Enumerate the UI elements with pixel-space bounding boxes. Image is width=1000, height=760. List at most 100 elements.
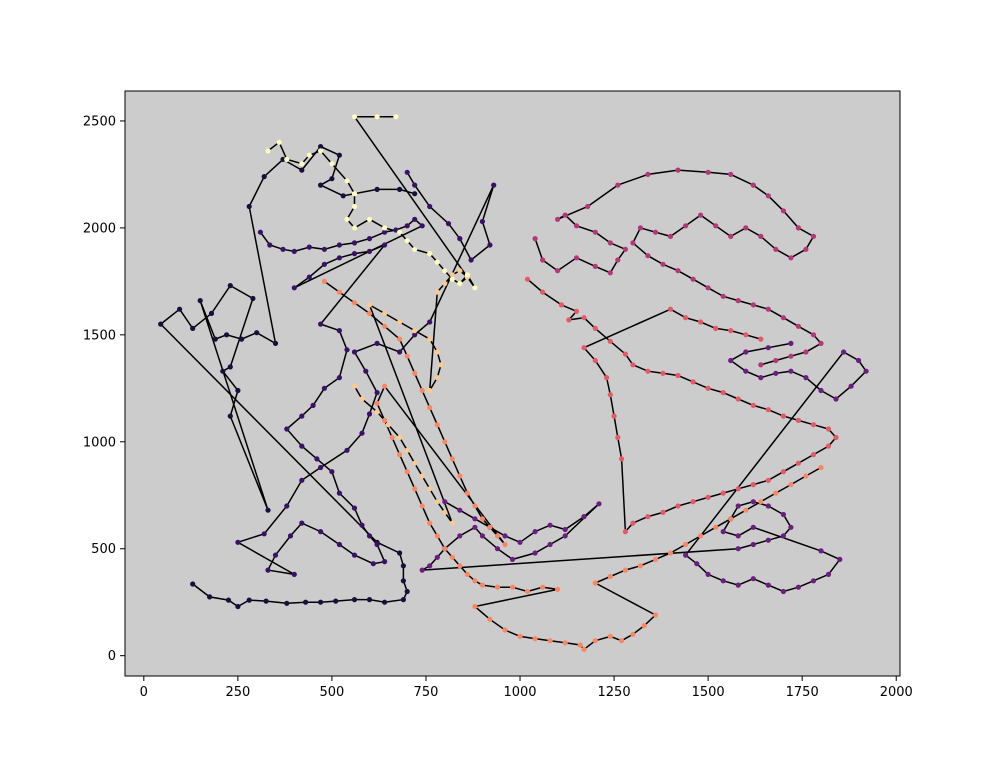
data-point (412, 486, 418, 492)
data-point (694, 561, 700, 567)
data-point (464, 571, 470, 578)
data-point (272, 340, 279, 346)
data-point (374, 541, 380, 548)
data-point (502, 627, 508, 633)
data-point (690, 499, 696, 505)
data-point (427, 387, 433, 394)
data-point (592, 357, 598, 364)
data-point (235, 539, 241, 545)
data-point (370, 561, 376, 567)
plot-frame (124, 90, 901, 677)
data-point (735, 582, 741, 588)
data-point (419, 387, 425, 394)
data-point (622, 529, 629, 535)
data-point (442, 499, 448, 505)
x-tick-label: 750 (414, 685, 439, 700)
data-point (765, 503, 771, 509)
data-point (667, 550, 674, 556)
data-point (318, 321, 324, 327)
data-point (856, 357, 862, 364)
data-point (397, 186, 403, 192)
data-point (400, 597, 406, 603)
data-point (190, 325, 196, 331)
data-point (397, 319, 403, 325)
x-axis: 0 250 500 750 1000 1250 1500 1750 2000 (140, 676, 913, 700)
data-point (442, 439, 448, 445)
data-point (267, 242, 273, 248)
data-point (404, 447, 410, 453)
data-point (780, 511, 787, 518)
data-point (235, 603, 241, 610)
x-tick-label: 1250 (598, 685, 631, 700)
data-point (780, 208, 787, 214)
data-point (622, 246, 629, 252)
data-point (329, 469, 335, 475)
data-point (397, 229, 403, 235)
data-point (299, 520, 305, 526)
data-point (652, 612, 659, 618)
data-point (713, 524, 719, 530)
data-point (382, 559, 388, 565)
data-point (487, 616, 493, 622)
data-point (532, 550, 538, 556)
data-point (329, 161, 335, 167)
data-point (788, 255, 794, 261)
data-point (683, 552, 689, 558)
data-point (487, 524, 493, 530)
data-point (344, 178, 350, 184)
data-point (758, 336, 764, 342)
data-point (735, 298, 741, 304)
data-point (336, 490, 342, 496)
data-point (254, 330, 260, 336)
data-point (758, 362, 764, 368)
data-point (607, 338, 613, 344)
data-point (351, 383, 358, 389)
data-point (675, 167, 681, 173)
data-point (457, 236, 463, 242)
data-point (667, 233, 674, 239)
data-point (607, 573, 613, 580)
data-point (750, 482, 756, 488)
data-point (412, 182, 418, 188)
data-point (690, 379, 696, 385)
data-point (265, 507, 271, 513)
data-point (645, 171, 651, 177)
data-point (735, 396, 741, 402)
data-point (596, 501, 602, 507)
data-point (385, 422, 391, 428)
plot-area (125, 91, 900, 676)
data-point (351, 552, 358, 558)
data-point (581, 345, 587, 351)
data-point (494, 584, 501, 590)
data-point (713, 223, 719, 229)
data-point (652, 556, 659, 563)
data-point (532, 236, 538, 242)
data-point (604, 375, 610, 381)
data-point (555, 586, 561, 593)
data-point (434, 375, 440, 381)
data-point (227, 364, 233, 370)
data-point (637, 225, 644, 231)
data-point (795, 323, 802, 329)
data-point (728, 516, 734, 522)
data-point (841, 349, 847, 355)
data-point (344, 347, 350, 353)
data-point (449, 520, 455, 526)
data-point (479, 218, 485, 225)
data-point (743, 368, 749, 374)
data-point (442, 509, 448, 515)
data-point (419, 223, 425, 229)
data-point (810, 578, 817, 584)
data-point (615, 182, 621, 188)
data-point (321, 261, 327, 267)
data-point (291, 571, 297, 578)
data-point (225, 597, 232, 603)
data-point (607, 633, 613, 640)
data-point (592, 325, 598, 331)
data-point (532, 636, 538, 642)
data-point (795, 460, 802, 466)
data-point (374, 390, 380, 396)
data-point (366, 302, 373, 308)
data-point (265, 567, 271, 573)
data-point (351, 114, 358, 120)
